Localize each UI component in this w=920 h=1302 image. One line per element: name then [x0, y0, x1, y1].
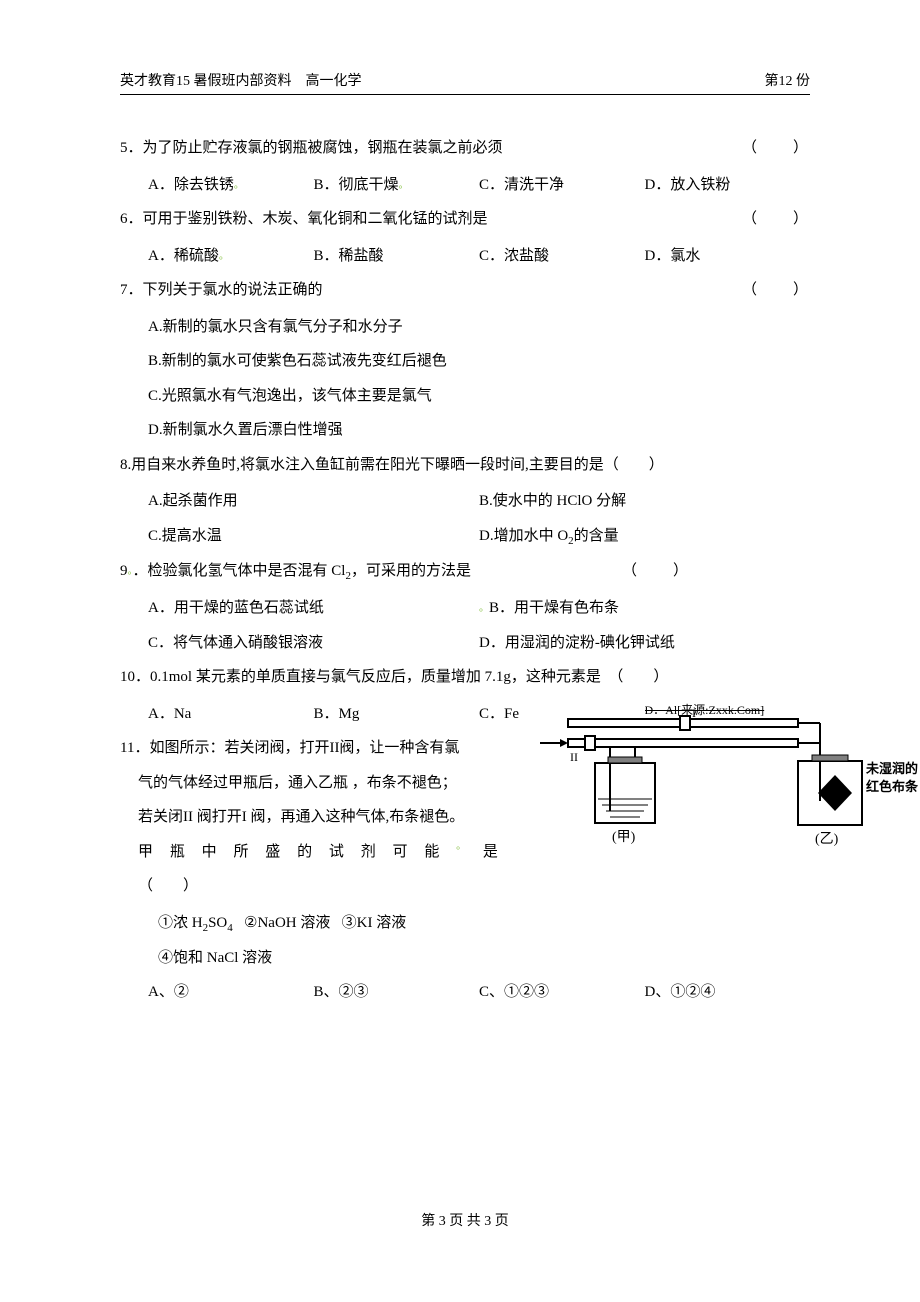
q9-paren: （ ）: [622, 554, 690, 589]
q9-opt-d: D．用湿润的淀粉-碘化钾试纸: [479, 626, 810, 661]
question-8: 8.用自来水养鱼时,将氯水注入鱼缸前需在阳光下曝晒一段时间,主要目的是（ ）: [120, 448, 810, 483]
q7-opt-c: C.光照氯水有气泡逸出，该气体主要是氯气: [148, 379, 810, 414]
q10-opt-a: A．Na: [148, 697, 314, 732]
q9-opt-a: A．用干燥的蓝色石蕊试纸: [148, 591, 479, 626]
q11-circled: ①浓 H2SO4 ②NaOH 溶液 ③KI 溶液: [120, 906, 810, 941]
label-yi: (乙): [815, 831, 839, 847]
question-6: 6．可用于鉴别铁粉、木炭、氧化铜和二氧化锰的试剂是 （ ）: [120, 202, 810, 237]
q5-opt-c: C．清洗干净: [479, 168, 645, 203]
q6-opt-c: C．浓盐酸: [479, 239, 645, 274]
q7-opt-b: B.新制的氯水可使紫色石蕊试液先变红后褪色: [148, 344, 810, 379]
q11-figure: I II (甲): [540, 701, 920, 885]
q6-opt-b: B．稀盐酸: [314, 239, 480, 274]
page-footer: 第 3 页 共 3 页: [120, 1210, 810, 1230]
q9-opt-c: C．将气体通入硝酸银溶液: [148, 626, 479, 661]
q5-opt-b: B．彻底干燥。: [314, 168, 480, 203]
q10-stem: 10．0.1mol 某元素的单质直接与氯气反应后，质量增加 7.1g，这种元素是…: [120, 669, 668, 685]
page: 英才教育15 暑假班内部资料 高一化学 第12 份 5．为了防止贮存液氯的钢瓶被…: [0, 0, 920, 1270]
q11-circled-4: ④饱和 NaCl 溶液: [120, 941, 810, 976]
q9-stem: 9。．检验氯化氢气体中是否混有 Cl2，可采用的方法是: [120, 554, 471, 589]
q7-paren: （ ）: [742, 273, 810, 308]
q11-options: A、② B、②③ C、①②③ D、①②④: [120, 975, 810, 1010]
question-7: 7．下列关于氯水的说法正确的 （ ）: [120, 273, 810, 308]
q9-options: A．用干燥的蓝色石蕊试纸 。B．用干燥有色布条 C．将气体通入硝酸银溶液 D．用…: [120, 591, 810, 660]
q6-options: A．稀硫酸。 B．稀盐酸 C．浓盐酸 D．氯水: [120, 239, 810, 274]
q10-opt-b: B．Mg: [314, 697, 480, 732]
q5-stem: 5．为了防止贮存液氯的钢瓶被腐蚀，钢瓶在装氯之前必须: [120, 131, 503, 166]
q11-opt-d: D、①②④: [645, 975, 811, 1010]
q11-opt-c: C、①②③: [479, 975, 645, 1010]
question-11: 11．如图所示：若关闭阀，打开II阀，让一种含有氯 气的气体经过甲瓶后，通入乙瓶…: [120, 731, 810, 904]
q6-opt-d: D．氯水: [645, 239, 811, 274]
dot-icon: 。: [234, 180, 244, 191]
q9-opt-b: 。B．用干燥有色布条: [479, 591, 810, 626]
q7-opt-a: A.新制的氯水只含有氯气分子和水分子: [148, 310, 810, 345]
question-10: 10．0.1mol 某元素的单质直接与氯气反应后，质量增加 7.1g，这种元素是…: [120, 660, 810, 695]
q7-options: A.新制的氯水只含有氯气分子和水分子 B.新制的氯水可使紫色石蕊试液先变红后褪色…: [120, 310, 810, 448]
header-right: 第12 份: [765, 70, 811, 90]
q7-stem: 7．下列关于氯水的说法正确的: [120, 273, 323, 308]
side-label-2: 红色布条: [866, 779, 919, 794]
label-I: I: [692, 706, 696, 720]
dot-icon: 。: [399, 180, 409, 191]
page-header: 英才教育15 暑假班内部资料 高一化学 第12 份: [120, 70, 810, 95]
label-II: II: [570, 750, 578, 764]
apparatus-icon: I II (甲): [540, 701, 920, 871]
q11-opt-a: A、②: [148, 975, 314, 1010]
dot-icon: 。: [479, 603, 489, 614]
q11-stem: 11．如图所示：若关闭阀，打开II阀，让一种含有氯 气的气体经过甲瓶后，通入乙瓶…: [120, 731, 520, 904]
dot-icon: 。: [219, 251, 229, 262]
q6-opt-a: A．稀硫酸。: [148, 239, 314, 274]
q8-opt-b: B.使水中的 HClO 分解: [479, 484, 810, 519]
q8-stem: 8.用自来水养鱼时,将氯水注入鱼缸前需在阳光下曝晒一段时间,主要目的是（ ）: [120, 457, 664, 473]
q8-opt-c: C.提高水温: [148, 519, 479, 554]
q5-paren: （ ）: [742, 131, 810, 166]
side-label-1: 未湿润的: [865, 761, 918, 776]
q8-options: A.起杀菌作用 B.使水中的 HClO 分解 C.提高水温 D.增加水中 O2的…: [120, 484, 810, 554]
label-jia: (甲): [612, 830, 636, 845]
q8-opt-a: A.起杀菌作用: [148, 484, 479, 519]
q6-paren: （ ）: [742, 202, 810, 237]
q7-opt-d: D.新制氯水久置后漂白性增强: [148, 413, 810, 448]
question-5: 5．为了防止贮存液氯的钢瓶被腐蚀，钢瓶在装氯之前必须 （ ）: [120, 131, 810, 166]
q5-opt-d: D．放入铁粉: [645, 168, 811, 203]
q5-options: A．除去铁锈。 B．彻底干燥。 C．清洗干净 D．放入铁粉: [120, 168, 810, 203]
q8-opt-d: D.增加水中 O2的含量: [479, 519, 810, 554]
dot-icon: 。: [456, 835, 466, 870]
q5-opt-a: A．除去铁锈。: [148, 168, 314, 203]
question-9: 9。．检验氯化氢气体中是否混有 Cl2，可采用的方法是 （ ）: [120, 554, 810, 589]
q11-opt-b: B、②③: [314, 975, 480, 1010]
q6-stem: 6．可用于鉴别铁粉、木炭、氧化铜和二氧化锰的试剂是: [120, 202, 488, 237]
header-left: 英才教育15 暑假班内部资料 高一化学: [120, 70, 362, 90]
